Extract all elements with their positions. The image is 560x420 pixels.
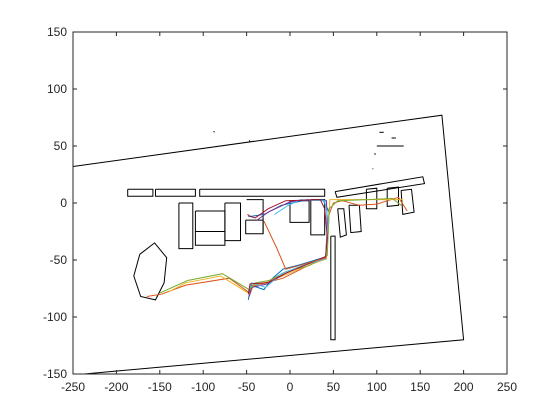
x-tick-label: 200 (454, 380, 474, 394)
map-line-12 (330, 235, 336, 341)
y-tick-label: 0 (60, 196, 67, 210)
map-line-20 (213, 130, 215, 133)
map-line-2 (155, 188, 196, 197)
map-line-3 (199, 188, 326, 197)
map-line-16 (365, 187, 378, 210)
x-tick-label: 150 (410, 380, 430, 394)
x-tick-label: -50 (238, 380, 256, 394)
x-tick-label: 250 (497, 380, 517, 394)
map-line-5 (194, 210, 226, 246)
x-tick-label: -100 (191, 380, 215, 394)
x-tick-label: -200 (104, 380, 128, 394)
series-line-5 (247, 199, 329, 293)
map-line-9 (246, 199, 264, 234)
series-line-2 (168, 199, 403, 295)
map-line-13 (334, 176, 426, 198)
map-line-14 (337, 208, 347, 238)
map-line-21 (248, 139, 251, 142)
map-line-0 (72, 114, 465, 375)
map-line-4 (178, 202, 194, 250)
map-line-19 (133, 242, 168, 301)
y-tick-label: -100 (43, 310, 67, 324)
x-tick-label: -150 (148, 380, 172, 394)
x-tick-label: 0 (287, 380, 294, 394)
x-axis-ticks: -250 -200 -150 -100 -50 0 50 100 150 200 250 (61, 32, 517, 394)
y-axis-ticks: -150 -100 -50 0 50 100 150 (43, 25, 507, 381)
x-tick-label: 50 (327, 380, 341, 394)
series-line-6 (247, 199, 328, 295)
map-line-1 (127, 188, 154, 197)
map-line-15 (348, 204, 362, 234)
x-tick-label: -250 (61, 380, 85, 394)
y-tick-label: 100 (47, 82, 67, 96)
y-tick-label: -150 (43, 367, 67, 381)
y-tick-label: -50 (50, 253, 68, 267)
map-line-18 (400, 188, 415, 216)
map-line-7 (224, 202, 241, 242)
x-tick-label: 100 (367, 380, 387, 394)
y-tick-label: 150 (47, 25, 67, 39)
y-tick-label: 50 (54, 139, 68, 153)
trajectory-series (146, 196, 408, 300)
series-line-7 (263, 220, 327, 270)
